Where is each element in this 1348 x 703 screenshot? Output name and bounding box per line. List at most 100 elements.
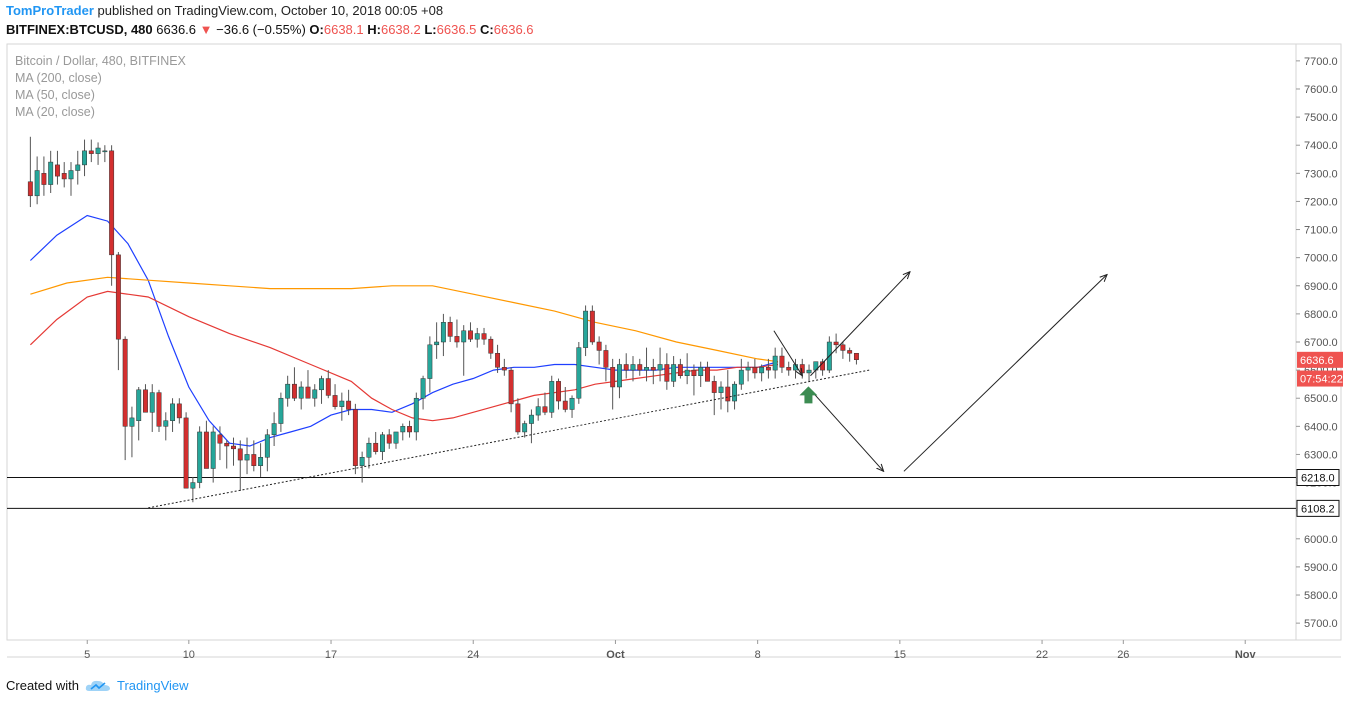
candle-up[interactable]: [129, 417, 135, 427]
candle-up[interactable]: [569, 397, 575, 410]
candle-down[interactable]: [325, 378, 331, 396]
candle-down[interactable]: [495, 352, 501, 368]
candle-down[interactable]: [515, 403, 521, 433]
candle-up[interactable]: [298, 386, 304, 399]
candle-up[interactable]: [95, 147, 101, 154]
candle-down[interactable]: [786, 367, 792, 371]
moving-average-line[interactable]: [29, 214, 779, 447]
candle-up[interactable]: [583, 310, 589, 348]
candle-down[interactable]: [481, 333, 487, 340]
candle-up[interactable]: [461, 330, 467, 343]
candle-up[interactable]: [339, 400, 345, 407]
candle-down[interactable]: [346, 400, 352, 410]
candle-down[interactable]: [217, 434, 223, 444]
candle-up[interactable]: [34, 170, 40, 197]
candle-down[interactable]: [610, 367, 616, 388]
scenario-arrow[interactable]: [810, 272, 910, 377]
candle-up[interactable]: [644, 367, 649, 371]
price-chart[interactable]: 5700.05800.05900.06000.06100.06200.06300…: [0, 40, 1348, 670]
candle-up[interactable]: [549, 381, 555, 413]
candle-down[interactable]: [454, 336, 460, 343]
candle-down[interactable]: [501, 367, 507, 371]
candle-down[interactable]: [231, 445, 236, 450]
candle-up[interactable]: [312, 389, 318, 399]
candle-down[interactable]: [332, 395, 338, 407]
candle-down[interactable]: [305, 386, 311, 399]
candle-up[interactable]: [258, 457, 264, 466]
price-scale[interactable]: [1295, 43, 1342, 641]
candle-down[interactable]: [373, 442, 379, 452]
candle-down[interactable]: [833, 341, 839, 346]
candle-up[interactable]: [522, 423, 528, 433]
candle-up[interactable]: [745, 367, 751, 371]
legend-ma20[interactable]: MA (20, close): [15, 105, 95, 119]
candle-down[interactable]: [237, 448, 243, 461]
candle-up[interactable]: [197, 431, 203, 483]
candle-up[interactable]: [440, 322, 446, 343]
candle-up[interactable]: [393, 431, 399, 444]
candle-up[interactable]: [576, 347, 582, 399]
candle-up[interactable]: [759, 367, 765, 374]
candle-down[interactable]: [54, 164, 60, 177]
legend-ma200[interactable]: MA (200, close): [15, 71, 102, 85]
candle-down[interactable]: [623, 364, 629, 371]
candle-down[interactable]: [677, 364, 683, 376]
candle-down[interactable]: [650, 367, 656, 371]
candle-down[interactable]: [224, 442, 230, 447]
candle-up[interactable]: [149, 392, 155, 413]
candle-down[interactable]: [386, 434, 392, 444]
candle-up[interactable]: [48, 161, 54, 185]
candle-down[interactable]: [508, 369, 514, 405]
candle-down[interactable]: [725, 386, 731, 402]
candle-down[interactable]: [589, 310, 595, 343]
author-link[interactable]: TomProTrader: [6, 3, 94, 18]
candle-up[interactable]: [806, 369, 812, 374]
candle-down[interactable]: [705, 367, 710, 382]
candle-up[interactable]: [244, 454, 250, 461]
candle-up[interactable]: [75, 164, 81, 171]
candle-down[interactable]: [853, 352, 859, 360]
candle-up[interactable]: [738, 369, 744, 385]
candle-up[interactable]: [434, 341, 440, 346]
candle-up[interactable]: [102, 150, 108, 153]
candle-down[interactable]: [88, 150, 94, 154]
candle-down[interactable]: [779, 355, 785, 368]
candle-up[interactable]: [474, 333, 480, 340]
scenario-arrow[interactable]: [773, 330, 802, 376]
candle-down[interactable]: [752, 367, 758, 374]
scenario-arrow[interactable]: [810, 389, 883, 472]
candle-up[interactable]: [82, 150, 87, 166]
candle-down[interactable]: [596, 341, 602, 351]
candle-down[interactable]: [176, 403, 182, 419]
candle-down[interactable]: [799, 364, 805, 374]
tradingview-cloud-icon[interactable]: [85, 679, 111, 693]
candle-down[interactable]: [765, 367, 771, 371]
candle-down[interactable]: [603, 350, 609, 368]
moving-average-line[interactable]: [30, 276, 779, 363]
candle-up[interactable]: [380, 434, 385, 452]
candle-up[interactable]: [732, 383, 738, 402]
candle-down[interactable]: [637, 364, 643, 371]
candle-down[interactable]: [251, 454, 257, 466]
candle-up[interactable]: [190, 482, 196, 489]
candle-up[interactable]: [136, 389, 142, 421]
candle-down[interactable]: [664, 364, 670, 382]
candle-up[interactable]: [271, 423, 277, 436]
candle-down[interactable]: [468, 330, 473, 340]
candle-down[interactable]: [115, 254, 121, 340]
candle-up[interactable]: [684, 369, 690, 376]
candle-up[interactable]: [413, 397, 419, 433]
candle-up[interactable]: [528, 414, 534, 424]
candle-down[interactable]: [41, 173, 47, 185]
scenario-arrow[interactable]: [903, 275, 1107, 472]
candle-up[interactable]: [671, 364, 677, 382]
candle-up[interactable]: [366, 442, 372, 458]
candle-down[interactable]: [27, 181, 33, 197]
candle-up[interactable]: [630, 364, 636, 371]
candle-down[interactable]: [488, 338, 494, 354]
candle-up[interactable]: [718, 386, 724, 393]
moving-average-line[interactable]: [29, 290, 779, 422]
candle-down[interactable]: [352, 409, 358, 466]
legend-ma50[interactable]: MA (50, close): [15, 88, 95, 102]
candle-down[interactable]: [556, 381, 561, 402]
